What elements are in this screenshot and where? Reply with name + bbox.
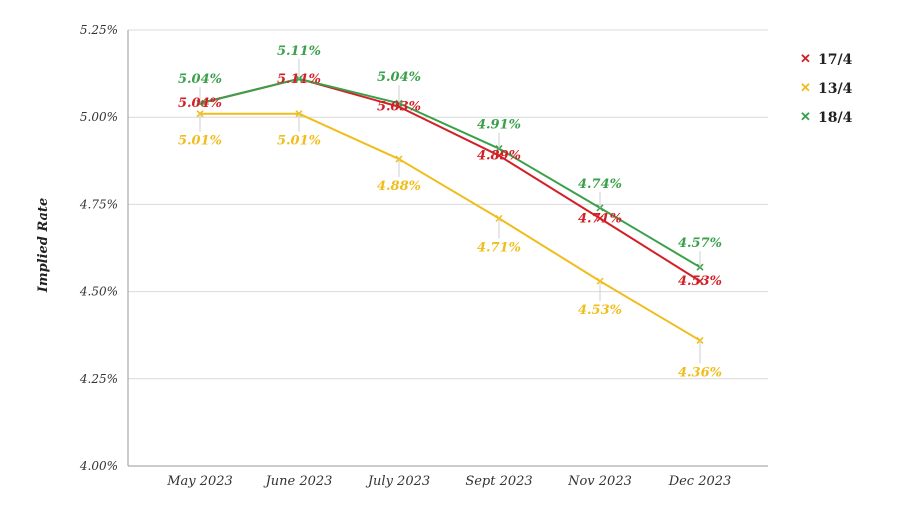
data-point-17-4 (495, 152, 503, 160)
data-label-17-4: 5.04% (178, 96, 222, 111)
data-label-18-4: 4.74% (578, 177, 622, 192)
data-label-17-4: 4.53% (678, 274, 722, 289)
x-tick-label: Dec 2023 (668, 474, 732, 489)
y-tick-label: 4.25% (79, 372, 118, 386)
y-axis-label: Implied Rate (36, 198, 51, 294)
legend-item-18-4[interactable]: ✕ 18/4 (800, 103, 852, 132)
legend-label-13-4: 13/4 (818, 80, 853, 97)
data-label-18-4: 4.91% (477, 118, 521, 133)
legend-item-13-4[interactable]: ✕ 13/4 (800, 74, 852, 103)
data-point-17-4 (596, 214, 604, 222)
data-label-13-4: 4.88% (377, 179, 421, 194)
x-axis-ticks: May 2023 June 2023 July 2023 Sept 2023 Nov 2… (166, 474, 731, 489)
data-label-17-4: 4.89% (477, 149, 521, 164)
data-label-17-4: 5.11% (277, 72, 321, 87)
data-label-17-4: 4.71% (578, 211, 622, 226)
legend-item-17-4[interactable]: ✕ 17/4 (800, 45, 852, 74)
data-label-13-4: 4.71% (477, 240, 521, 255)
data-label-13-4: 5.01% (178, 134, 222, 149)
legend-label-18-4: 18/4 (818, 109, 853, 126)
grid-lines (127, 29, 768, 467)
y-tick-label: 5.00% (80, 110, 118, 124)
y-tick-label: 5.25% (80, 23, 118, 37)
series-line-13-4 (200, 112, 701, 342)
legend-label-17-4: 17/4 (818, 51, 853, 68)
data-point-17-4 (696, 277, 704, 285)
data-label-18-4: 5.11% (277, 44, 321, 59)
data-label-18-4: 5.04% (377, 70, 421, 85)
legend-marker-13-4: ✕ (800, 81, 811, 96)
legend: ✕ 17/4 ✕ 13/4 ✕ 18/4 (800, 45, 852, 132)
data-label-18-4: 5.04% (178, 72, 222, 87)
x-tick-label: May 2023 (166, 474, 233, 489)
y-tick-label: 4.00% (79, 459, 118, 473)
series-line-18-4 (199, 77, 701, 269)
data-label-17-4: 5.03% (377, 100, 421, 115)
x-tick-label: Sept 2023 (465, 474, 532, 489)
y-tick-label: 4.50% (79, 285, 118, 299)
legend-marker-18-4: ✕ (800, 110, 811, 125)
x-tick-label: July 2023 (365, 474, 430, 489)
legend-marker-17-4: ✕ (800, 52, 811, 67)
x-tick-label: June 2023 (263, 474, 333, 489)
series-lines (196, 75, 704, 344)
y-tick-label: 4.75% (79, 197, 118, 211)
x-tick-label: Nov 2023 (567, 474, 632, 489)
series-line-17-4 (199, 77, 701, 282)
data-label-18-4: 4.57% (678, 236, 722, 251)
data-label-13-4: 4.53% (578, 303, 622, 318)
data-label-13-4: 5.01% (277, 134, 321, 149)
y-axis-ticks: 4.00% 4.25% 4.50% 4.75% 5.00% 5.25% (79, 23, 118, 473)
data-label-13-4: 4.36% (678, 365, 722, 380)
data-labels: 5.04% 5.11% 5.04% 4.91% 4.74% 4.57% 5.04% 5.11%… (178, 44, 722, 381)
